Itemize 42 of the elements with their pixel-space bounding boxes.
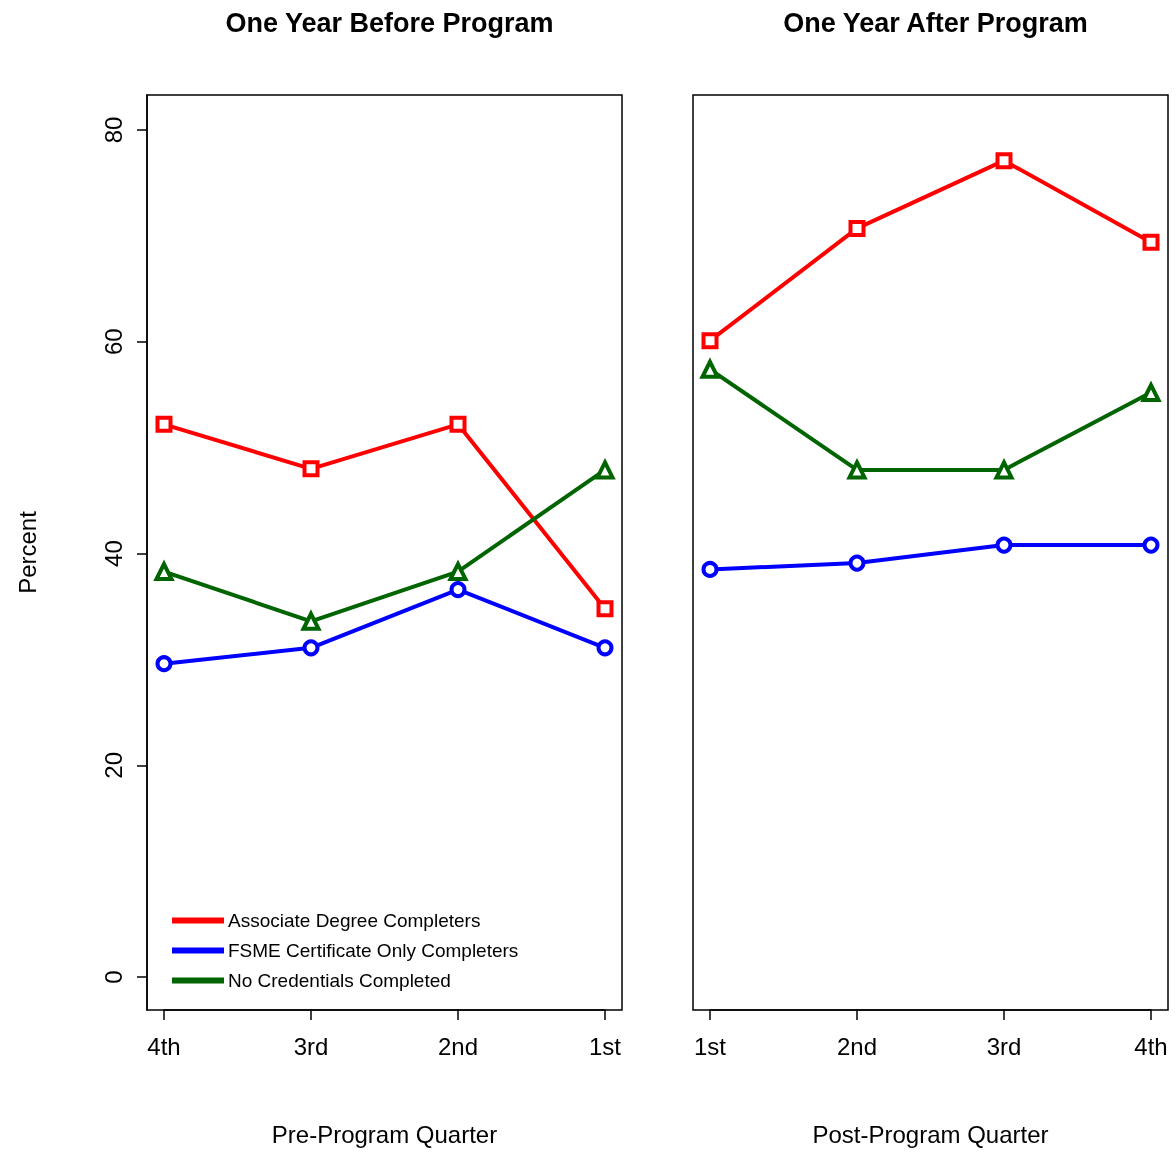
chart-title: One Year After Program <box>783 7 1088 38</box>
x-tick-label: 2nd <box>836 1032 878 1060</box>
x-axis-title: Pre-Program Quarter <box>271 1120 498 1148</box>
point <box>300 609 322 631</box>
point <box>155 415 173 433</box>
legend-label: Associate Degree Completers <box>228 910 481 931</box>
point <box>302 460 320 478</box>
point <box>595 460 615 480</box>
point <box>995 536 1013 554</box>
point <box>1142 233 1160 251</box>
point <box>699 357 721 379</box>
point <box>701 560 719 578</box>
point <box>1142 536 1160 554</box>
legend-label: No Credentials Completed <box>228 970 451 991</box>
point <box>994 460 1014 480</box>
x-tick-label: 1st <box>693 1032 727 1060</box>
x-tick-label: 1st <box>588 1032 622 1060</box>
x-tick-label: 3rd <box>293 1032 329 1060</box>
point <box>847 460 867 480</box>
x-tick-label: 3rd <box>986 1032 1022 1060</box>
y-tick-label: 40 <box>99 540 127 567</box>
point <box>848 554 866 572</box>
point <box>596 639 614 657</box>
point <box>302 639 320 657</box>
point <box>701 332 719 350</box>
y-tick-label: 80 <box>99 116 127 144</box>
y-tick-label: 0 <box>99 970 127 984</box>
y-tick-label: 60 <box>99 328 127 356</box>
point <box>596 600 614 618</box>
x-tick-label: 2nd <box>437 1032 479 1060</box>
point <box>848 219 866 237</box>
point <box>449 415 467 433</box>
point <box>449 581 467 599</box>
x-tick-label: 4th <box>147 1032 181 1060</box>
y-axis-title: Percent <box>13 510 41 594</box>
y-tick-label: 20 <box>99 752 127 779</box>
legend-label: FSME Certificate Only Completers <box>228 940 519 961</box>
x-axis-title: Post-Program Quarter <box>812 1120 1049 1148</box>
x-tick-label: 4th <box>1134 1032 1168 1060</box>
chart-title: One Year Before Program <box>225 7 554 38</box>
point <box>995 152 1013 170</box>
point <box>155 655 173 673</box>
